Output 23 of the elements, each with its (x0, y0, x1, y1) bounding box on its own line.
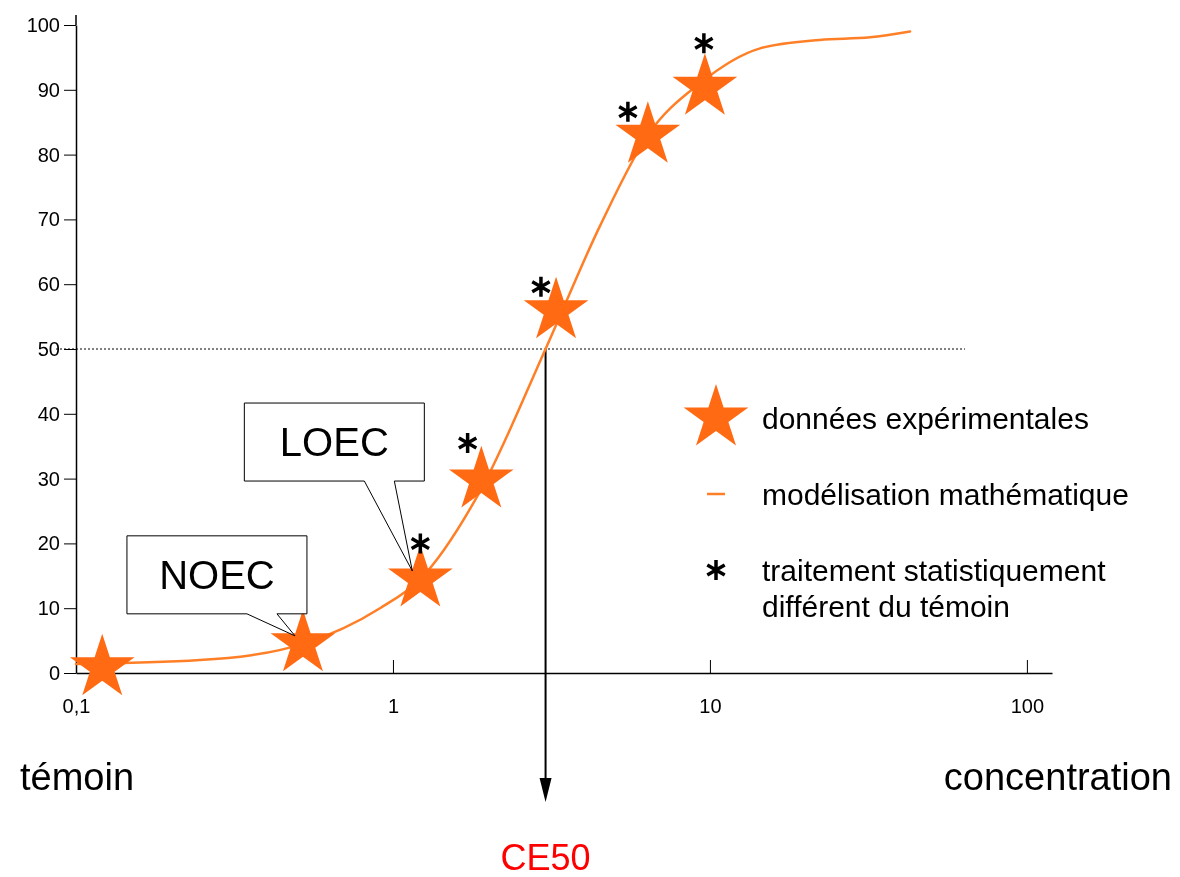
y-tick-label: 40 (37, 402, 60, 425)
y-tick-label: 50 (37, 337, 60, 360)
y-tick-label: 30 (37, 467, 60, 490)
y-tick-label: 70 (37, 208, 60, 231)
legend-label: modélisation mathématique (762, 478, 1129, 511)
y-tick-label: 80 (37, 143, 60, 166)
ref-line-label: CE50 (500, 837, 591, 877)
x-tick-label: 10 (699, 695, 722, 718)
y-tick-label: 90 (37, 78, 60, 101)
y-tick-label: 0 (48, 661, 60, 684)
text: témoin (20, 756, 135, 798)
legend-label: traitement statistiquement différent du témoin (762, 554, 1107, 623)
x-tick-label: 0,1 (62, 695, 91, 718)
legend-label: données expérimentales (762, 402, 1089, 435)
annotation: LOEC (279, 420, 389, 465)
y-tick-label: 60 (37, 273, 60, 296)
y-tick-label: 10 (37, 597, 60, 620)
x-tick-label: 1 (387, 695, 400, 718)
x-axis-title: concentration (943, 756, 1172, 798)
x-tick-label: 100 (1010, 695, 1045, 718)
annotation: NOEC (159, 552, 275, 597)
y-tick-label: 100 (26, 13, 60, 36)
y-tick-label: 20 (37, 532, 60, 555)
